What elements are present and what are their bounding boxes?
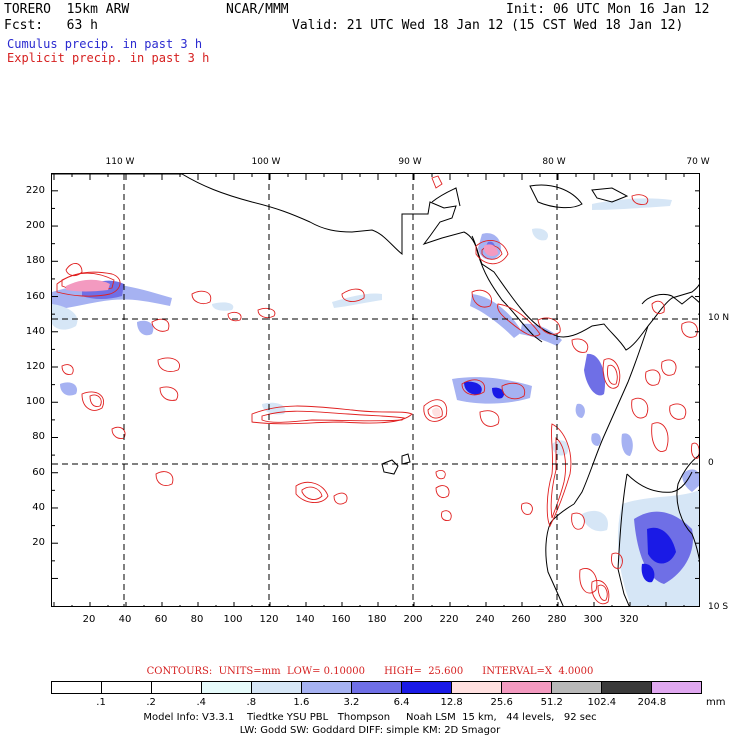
org-label: NCAR/MMM	[226, 2, 289, 17]
colorbar-cell	[552, 682, 602, 693]
colorbar-label: 12.8	[440, 697, 463, 708]
cumulus-legend: Cumulus precip. in past 3 h	[7, 37, 203, 51]
colorbar	[51, 681, 702, 694]
x-tick-label: 140	[295, 614, 315, 625]
colorbar-label: .8	[246, 697, 257, 708]
longitude-label: 80 W	[542, 157, 566, 167]
x-tick-label: 20	[82, 614, 96, 625]
valid-time: Valid: 21 UTC Wed 18 Jan 12 (15 CST Wed …	[292, 18, 684, 33]
colorbar-cell	[252, 682, 302, 693]
colorbar-cell	[352, 682, 402, 693]
y-tick-label: 60	[32, 466, 45, 478]
x-tick-label: 120	[259, 614, 279, 625]
y-tick-label: 140	[25, 325, 45, 337]
explicit-precip-fill	[66, 244, 498, 417]
colorbar-label: .2	[146, 697, 156, 708]
model-title: TORERO 15km ARW	[4, 2, 130, 17]
colorbar-label: 102.4	[587, 697, 617, 708]
x-tick-label: 300	[583, 614, 603, 625]
colorbar-cell	[452, 682, 502, 693]
model-info-line1: Model Info: V3.3.1 Tiedtke YSU PBL Thomp…	[143, 712, 597, 723]
x-tick-label: 240	[475, 614, 495, 625]
colorbar-cell	[202, 682, 252, 693]
colorbar-cell	[102, 682, 152, 693]
longitude-label: 100 W	[251, 157, 281, 167]
colorbar-label: 25.6	[490, 697, 513, 708]
colorbar-label: 51.2	[540, 697, 563, 708]
latitude-label: 0	[708, 458, 714, 468]
x-tick-label: 220	[439, 614, 459, 625]
x-tick-label: 80	[190, 614, 204, 625]
tick-marks	[52, 174, 699, 606]
x-tick-label: 320	[619, 614, 639, 625]
colorbar-label: .4	[196, 697, 206, 708]
latitude-label: 10 S	[708, 602, 729, 612]
colorbar-cell	[402, 682, 452, 693]
colorbar-cell	[502, 682, 552, 693]
colorbar-label: 1.6	[293, 697, 310, 708]
model-info-line2: LW: Godd SW: Goddard DIFF: simple KM: 2D…	[239, 725, 501, 736]
longitude-label: 90 W	[398, 157, 422, 167]
colorbar-cell	[302, 682, 352, 693]
colorbar-cell	[652, 682, 701, 693]
latitude-label: 10 N	[708, 313, 730, 323]
explicit-precip-contours	[56, 175, 699, 605]
y-tick-label: 220	[25, 184, 45, 196]
colorbar-label: 204.8	[637, 697, 667, 708]
colorbar-label: 3.2	[343, 697, 360, 708]
y-tick-label: 100	[25, 396, 45, 408]
y-tick-label: 180	[25, 255, 45, 267]
x-tick-label: 180	[367, 614, 387, 625]
y-tick-label: 80	[32, 431, 45, 443]
colorbar-unit: mm	[706, 697, 726, 708]
init-time: Init: 06 UTC Mon 16 Jan 12	[506, 2, 710, 17]
longitude-label: 110 W	[105, 157, 135, 167]
x-tick-label: 40	[118, 614, 132, 625]
y-tick-label: 200	[25, 220, 45, 232]
map-canvas	[52, 174, 699, 606]
explicit-legend: Explicit precip. in past 3 h	[7, 51, 210, 65]
x-tick-label: 260	[511, 614, 531, 625]
longitude-label: 70 W	[686, 157, 710, 167]
x-tick-label: 280	[547, 614, 567, 625]
x-tick-label: 160	[331, 614, 351, 625]
colorbar-label: .1	[96, 697, 106, 708]
cumulus-precip-areas	[52, 198, 699, 606]
colorbar-cell	[52, 682, 102, 693]
x-tick-label: 60	[154, 614, 168, 625]
colorbar-label: 6.4	[393, 697, 410, 708]
x-tick-label: 200	[403, 614, 423, 625]
x-tick-label: 100	[223, 614, 243, 625]
y-tick-label: 120	[25, 361, 45, 372]
forecast-hour: Fcst: 63 h	[4, 18, 98, 33]
precipitation-map	[51, 173, 700, 607]
contours-info: CONTOURS: UNITS=mm LOW= 0.10000 HIGH= 25…	[146, 666, 594, 677]
grid-lines	[52, 174, 699, 606]
y-tick-label: 20	[32, 537, 45, 549]
colorbar-cell	[152, 682, 202, 693]
y-tick-label: 160	[25, 290, 45, 302]
y-tick-label: 40	[32, 501, 45, 513]
colorbar-cell	[602, 682, 652, 693]
